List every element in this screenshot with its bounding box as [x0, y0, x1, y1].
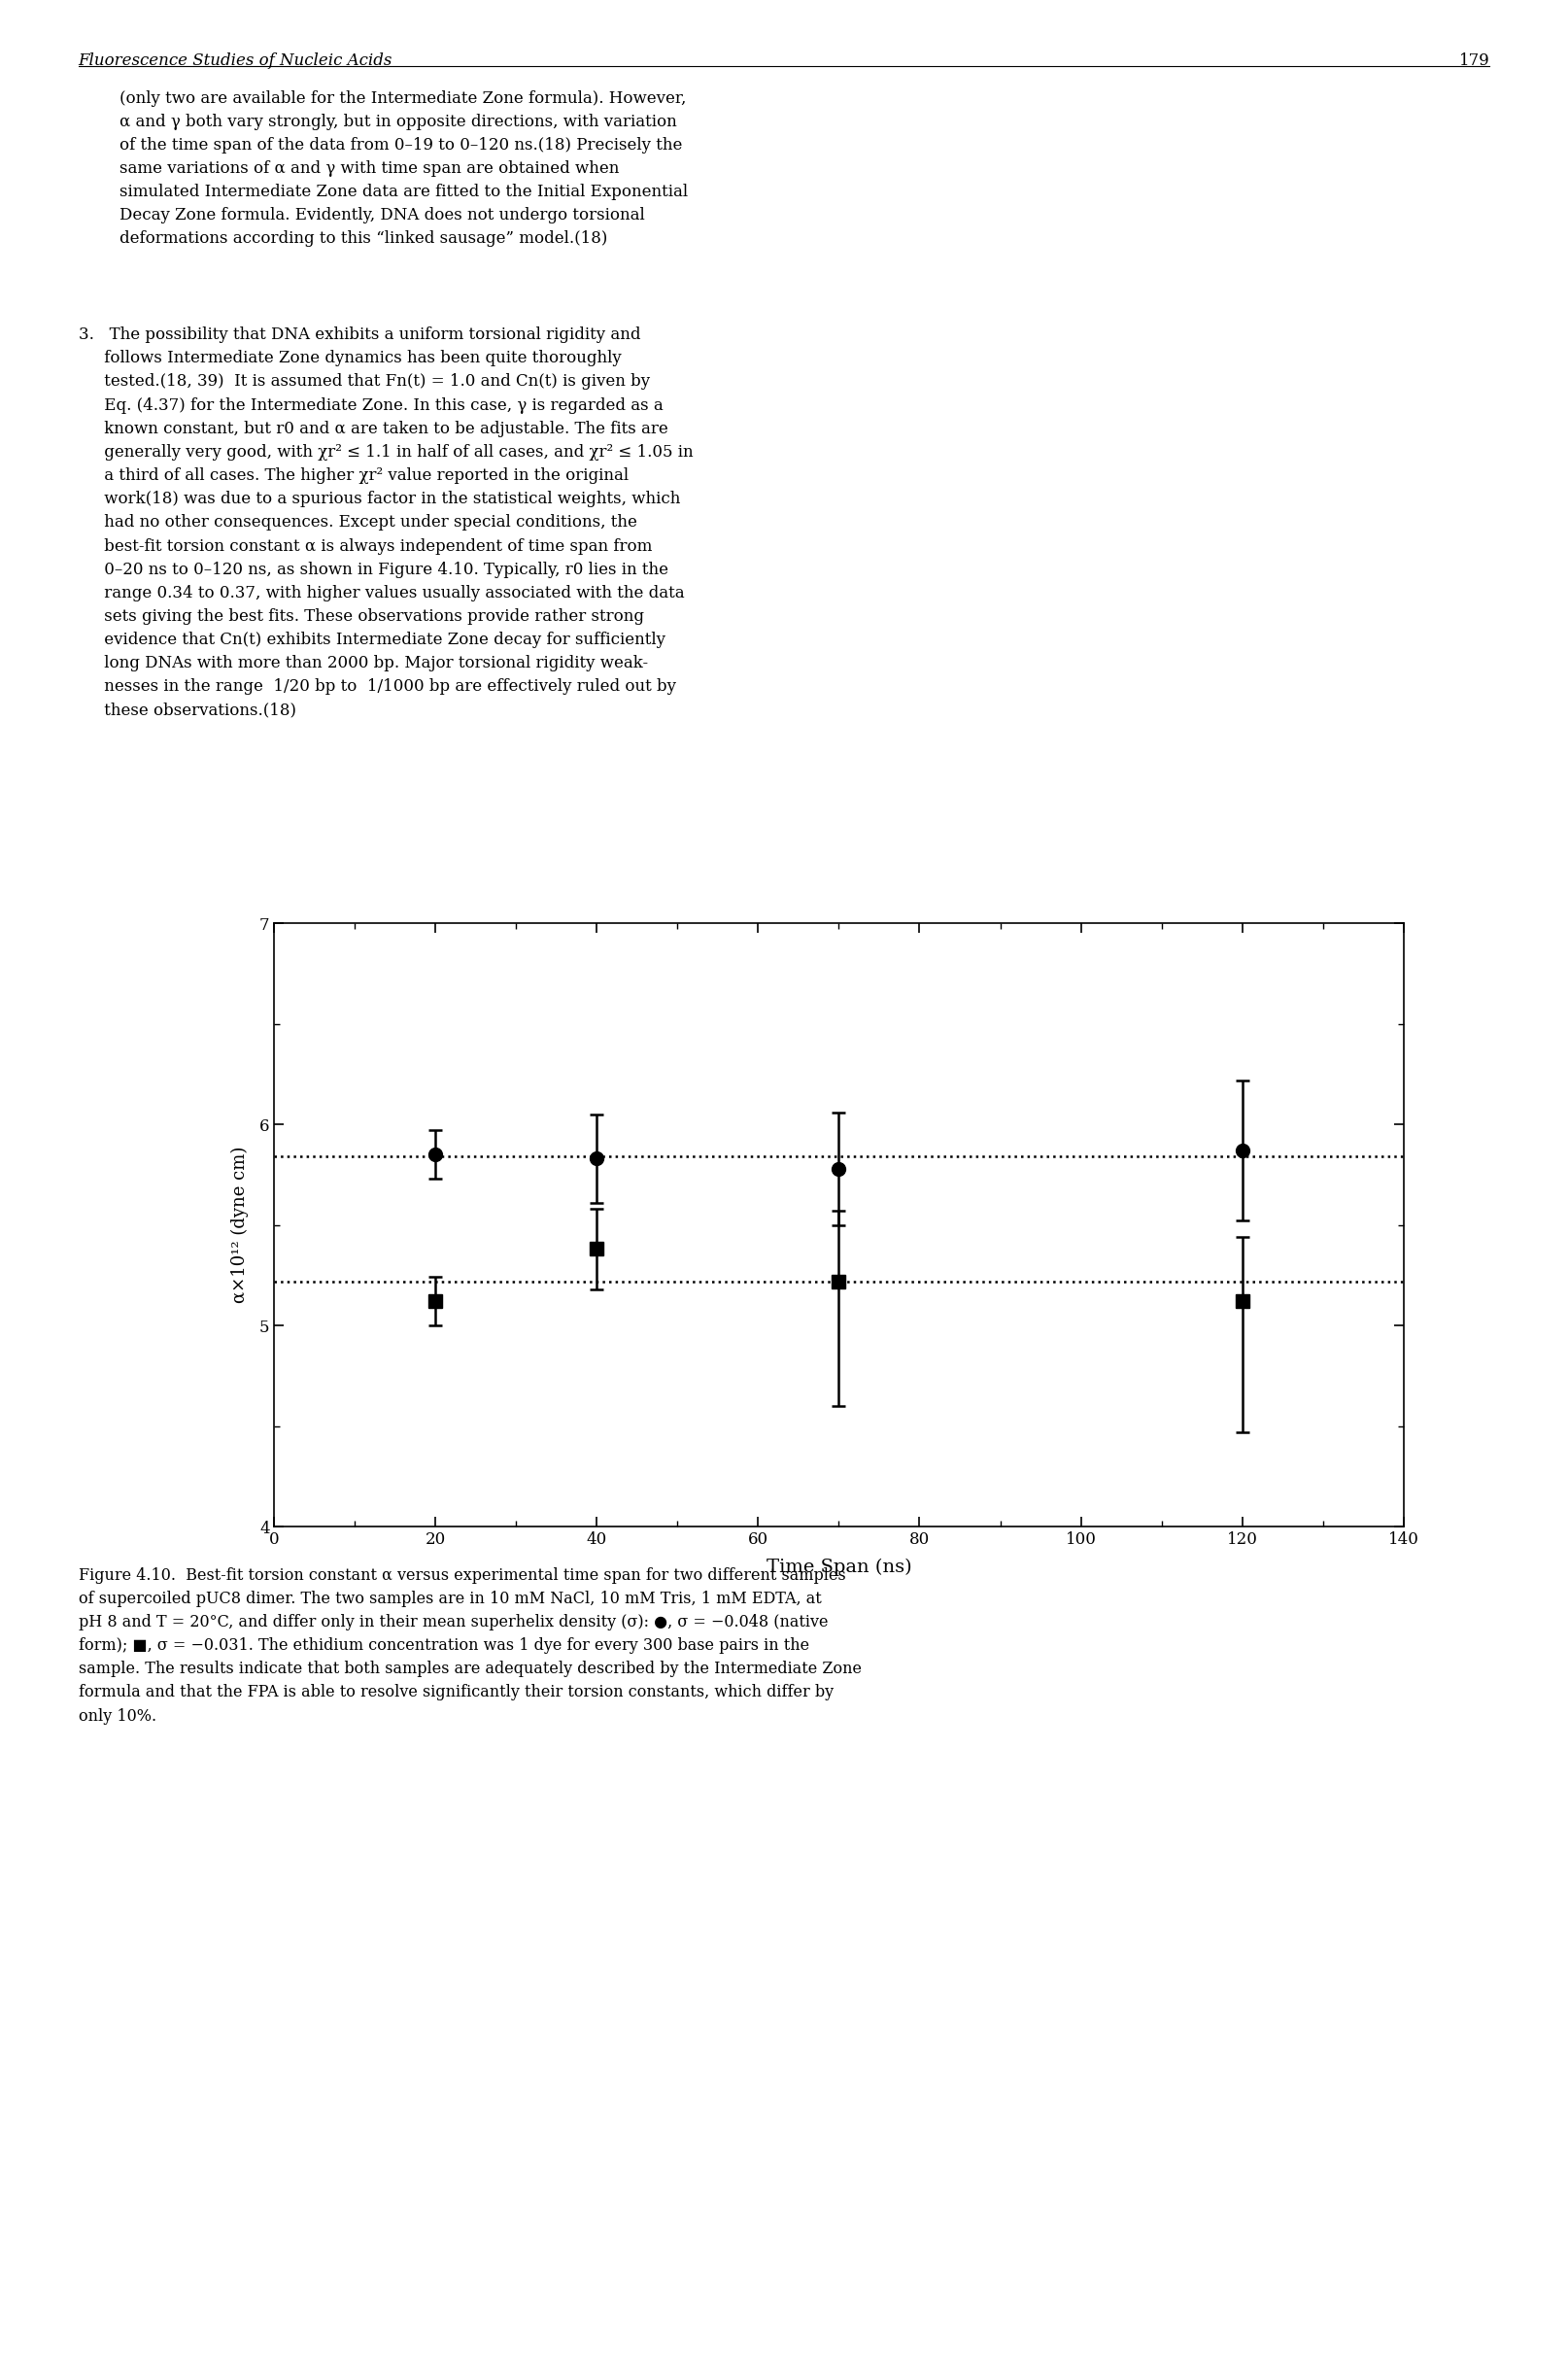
Text: Fluorescence Studies of Nucleic Acids: Fluorescence Studies of Nucleic Acids: [78, 52, 392, 69]
Text: 3.   The possibility that DNA exhibits a uniform torsional rigidity and
     fol: 3. The possibility that DNA exhibits a u…: [78, 327, 693, 720]
Text: Figure 4.10.  Best-fit torsion constant α versus experimental time span for two : Figure 4.10. Best-fit torsion constant α…: [78, 1567, 861, 1723]
X-axis label: Time Span (ns): Time Span (ns): [767, 1560, 911, 1576]
Text: 179: 179: [1458, 52, 1490, 69]
Y-axis label: α×10¹² (dyne cm): α×10¹² (dyne cm): [230, 1146, 249, 1304]
Text: (only two are available for the Intermediate Zone formula). However,
        α a: (only two are available for the Intermed…: [78, 90, 688, 246]
